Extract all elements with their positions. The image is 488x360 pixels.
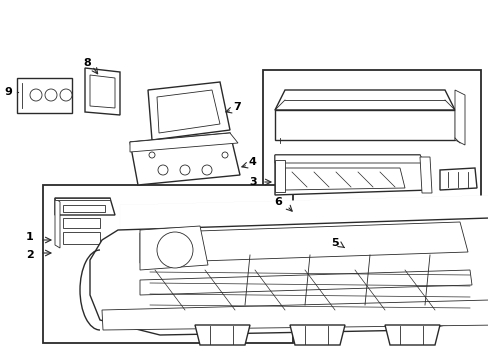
Polygon shape [63,232,100,244]
Polygon shape [454,90,464,145]
Text: 6: 6 [273,197,282,207]
Polygon shape [90,75,115,108]
Polygon shape [85,68,120,115]
Polygon shape [90,218,488,335]
Polygon shape [55,198,60,248]
Polygon shape [289,325,345,345]
Polygon shape [294,205,392,225]
Circle shape [158,165,168,175]
Polygon shape [439,168,476,190]
Text: 2: 2 [26,250,34,260]
Polygon shape [419,157,431,193]
Polygon shape [195,325,249,345]
Circle shape [45,89,57,101]
Circle shape [60,89,72,101]
Polygon shape [140,270,471,295]
Polygon shape [102,300,488,330]
Polygon shape [130,133,238,152]
Polygon shape [130,133,240,185]
Text: 9: 9 [4,87,12,97]
Text: 7: 7 [233,102,241,112]
Polygon shape [384,325,439,345]
Text: 8: 8 [83,58,91,68]
Circle shape [157,232,193,268]
Circle shape [222,152,227,158]
Polygon shape [63,205,105,212]
Circle shape [30,89,42,101]
Polygon shape [157,90,220,133]
Polygon shape [274,110,454,140]
Polygon shape [55,198,115,215]
Polygon shape [140,226,207,270]
Polygon shape [345,237,416,258]
Polygon shape [63,218,100,228]
Polygon shape [299,208,386,222]
Bar [263,70,480,245]
Text: 5: 5 [330,238,338,248]
Polygon shape [274,155,424,163]
Polygon shape [148,82,229,140]
Text: 4: 4 [247,157,255,167]
Polygon shape [120,195,488,240]
Polygon shape [140,222,467,263]
Polygon shape [285,168,404,190]
Circle shape [202,165,212,175]
Polygon shape [274,90,454,110]
Polygon shape [17,78,72,113]
Circle shape [149,152,155,158]
Text: 3: 3 [249,177,256,187]
Polygon shape [274,155,429,195]
Polygon shape [274,160,285,192]
Polygon shape [349,240,411,255]
Polygon shape [55,198,110,200]
Bar [43,185,292,343]
Text: 1: 1 [26,232,34,242]
Circle shape [180,165,190,175]
